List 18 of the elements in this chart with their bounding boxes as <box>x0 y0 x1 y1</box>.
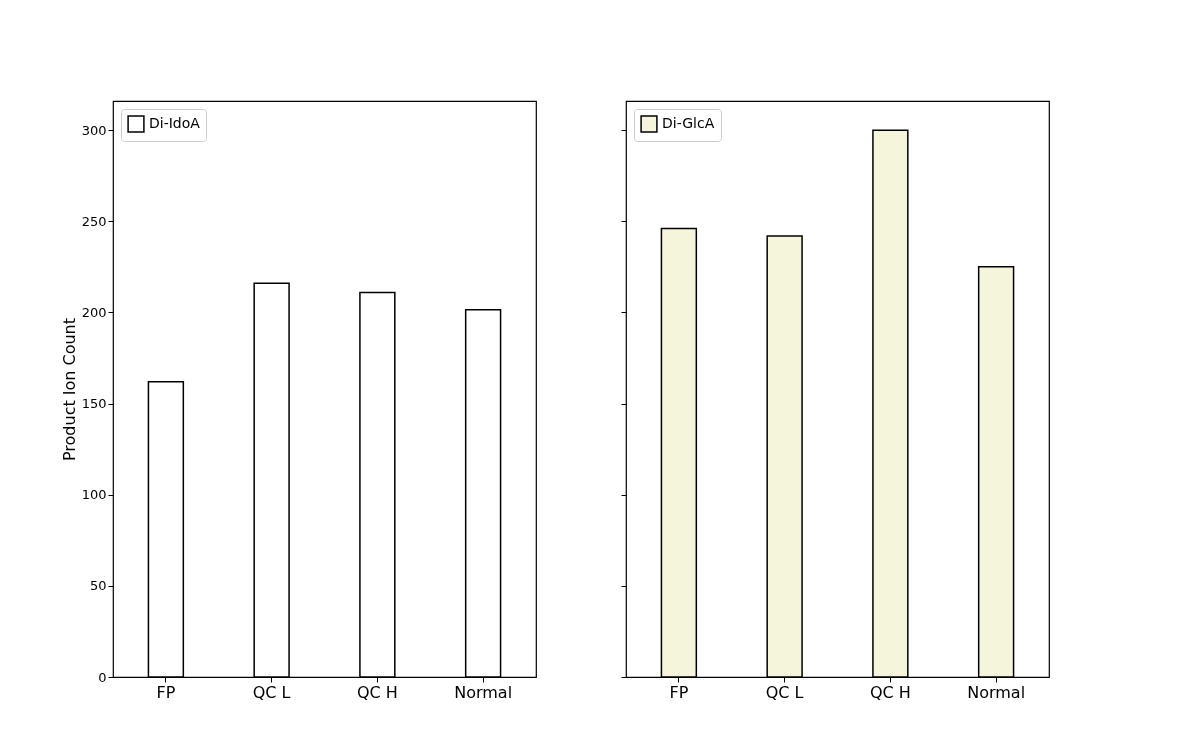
x-tick-label: Normal <box>967 682 1026 702</box>
y-tick-label: 300 <box>81 122 107 138</box>
x-tick-label: QC H <box>869 682 911 702</box>
y-tick-label: 200 <box>81 304 107 320</box>
y-tick-label: 150 <box>81 396 107 412</box>
y-axis-title: Product Ion Count <box>59 317 79 462</box>
y-tick-label: 100 <box>81 487 107 503</box>
x-tick-label: FP <box>669 682 689 702</box>
legend-label: Di-IdoA <box>149 115 201 131</box>
x-tick-label: QC L <box>252 682 291 702</box>
x-tick-label: QC L <box>765 682 804 702</box>
x-tick-label: QC H <box>356 682 398 702</box>
y-tick-label: 250 <box>81 213 107 229</box>
x-tick-label: FP <box>156 682 176 702</box>
y-tick-label: 0 <box>98 669 107 685</box>
legend-label: Di-GlcA <box>662 115 715 131</box>
x-tick-label: Normal <box>454 682 513 702</box>
y-tick-label: 50 <box>89 578 107 594</box>
